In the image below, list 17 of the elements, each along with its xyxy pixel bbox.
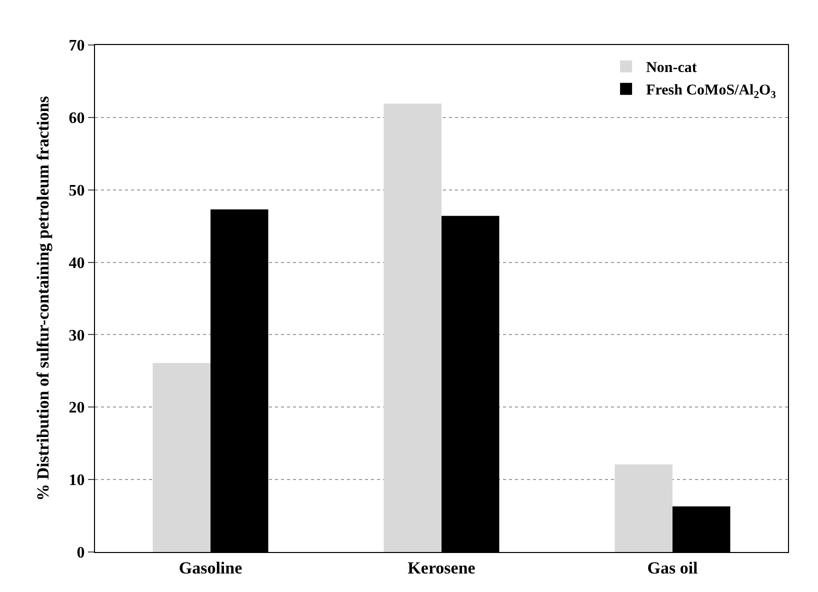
y-tick-label: 70	[68, 38, 85, 55]
x-tick-label: Gas oil	[647, 558, 698, 578]
y-axis-title: % Distribution of sulfur-containing petroleum fractions	[33, 96, 52, 501]
y-tick-label: 20	[68, 400, 85, 417]
legend-label: Fresh CoMoS/Al$_{2}$O$_{3}$	[646, 82, 776, 101]
bar	[614, 464, 672, 552]
x-tick-label: Kerosene	[408, 558, 476, 578]
x-tick-label: Gasoline	[178, 558, 243, 578]
y-tick-label: 40	[68, 254, 85, 272]
y-tick-label: 0	[76, 544, 85, 562]
bar	[384, 104, 442, 552]
legend-label: Non-cat	[646, 60, 697, 76]
y-tick-label: 30	[68, 327, 85, 344]
y-tick-label: 50	[68, 182, 85, 200]
y-tick-label: 10	[68, 472, 85, 490]
bar	[152, 362, 210, 552]
y-tick-label: 60	[68, 110, 85, 128]
